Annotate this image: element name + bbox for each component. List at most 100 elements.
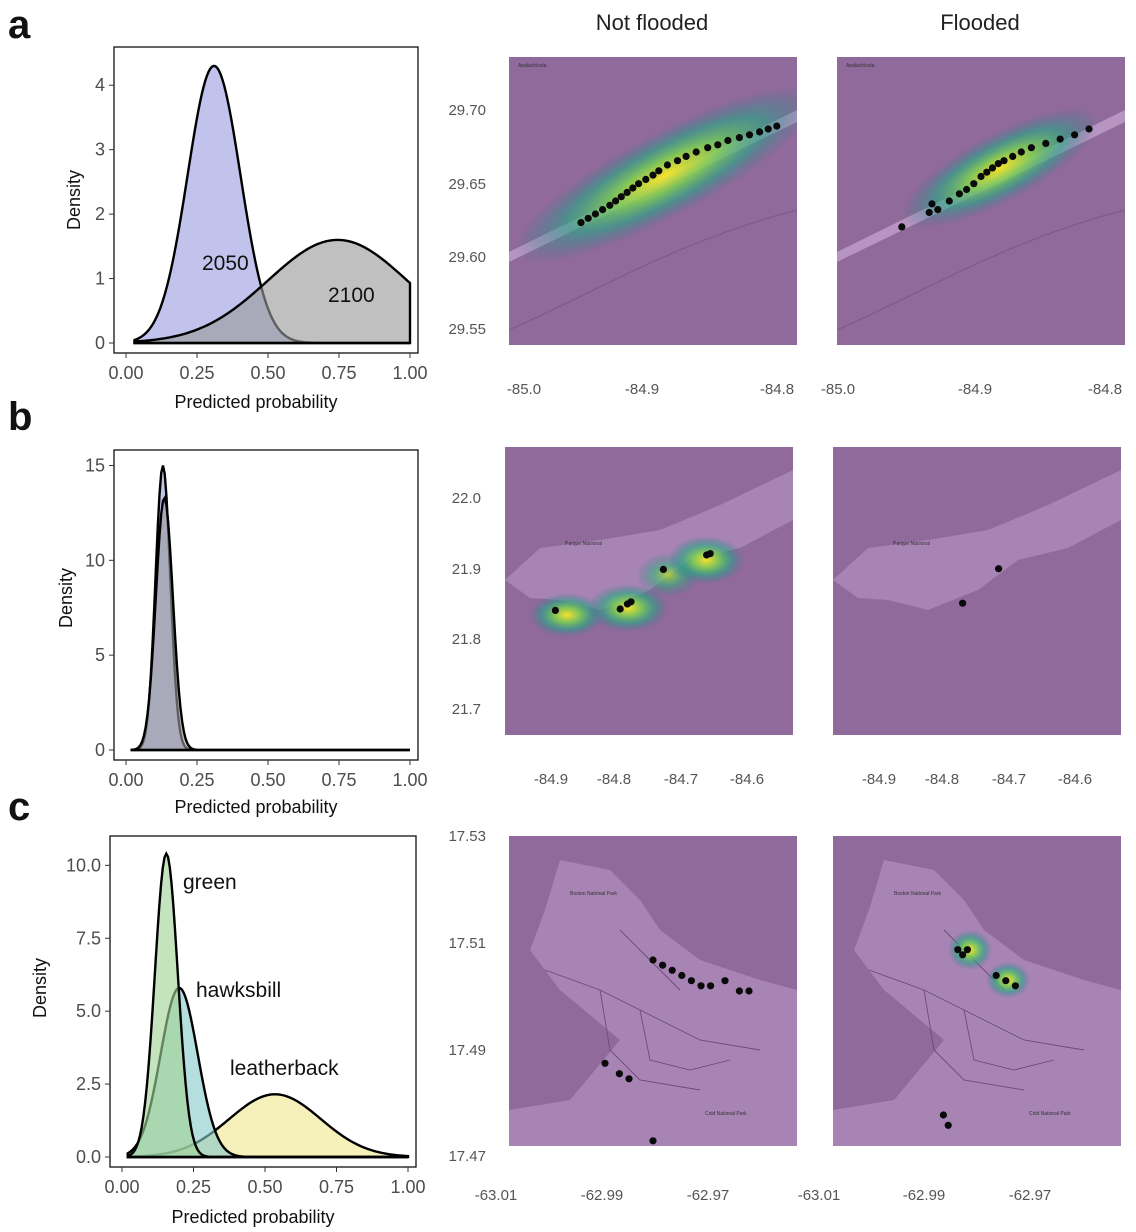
- y-tick-label: 4: [95, 75, 105, 95]
- map-point: [551, 606, 560, 615]
- map-point: [992, 971, 1000, 980]
- map-point: [704, 144, 712, 152]
- y-tick-label: 0: [95, 333, 105, 353]
- panel-letter-b: b: [8, 395, 32, 439]
- series-label-green: green: [183, 871, 237, 894]
- map-point: [584, 214, 592, 222]
- density-curve-b-1: [130, 494, 410, 752]
- y-tick-label: 15: [85, 455, 105, 475]
- series-label-2050: 2050: [202, 252, 249, 275]
- x-tick-label: 0.25: [179, 363, 214, 383]
- map-y-tick-label: 29.70: [448, 102, 486, 119]
- map-point: [1071, 131, 1079, 139]
- map-point: [1042, 139, 1050, 147]
- y-tick-label: 5: [95, 645, 105, 665]
- map-x-tick-label: -62.97: [1009, 1187, 1052, 1204]
- map-point: [988, 164, 997, 172]
- map-point: [724, 136, 732, 145]
- map-x-tick-label: -84.8: [1088, 381, 1122, 398]
- x-tick-label: 0.00: [108, 770, 143, 790]
- map-point: [928, 200, 936, 208]
- series-label-hawksbill: hawksbill: [196, 979, 281, 1002]
- map-x-tick-label: -84.8: [925, 771, 959, 788]
- x-tick-label: 0.00: [108, 363, 143, 383]
- map-point: [635, 180, 643, 188]
- svg-text:Apalachicola: Apalachicola: [518, 63, 547, 69]
- map-point: [706, 550, 714, 558]
- map-y-tick-label: 17.49: [448, 1042, 486, 1059]
- map-point: [687, 977, 696, 985]
- map-point: [649, 956, 657, 964]
- x-tick-label: 0.50: [250, 363, 285, 383]
- y-tick-label: 7.5: [76, 928, 101, 948]
- x-tick-label: 0.00: [104, 1177, 139, 1197]
- y-axis-label: Density: [64, 170, 84, 230]
- map-point: [963, 946, 972, 954]
- map-point: [1000, 157, 1008, 165]
- y-tick-label: 10: [85, 550, 105, 570]
- map-point: [697, 982, 705, 990]
- map-point: [735, 987, 744, 995]
- map-x-tick-label: -62.99: [581, 1187, 624, 1204]
- map-point: [599, 206, 607, 214]
- svg-text:Parque Nacional: Parque Nacional: [893, 541, 930, 547]
- map-point: [617, 193, 625, 201]
- map-point: [963, 185, 971, 194]
- column-title-not-flooded: Not flooded: [596, 10, 709, 35]
- map-point: [745, 987, 753, 995]
- map-point: [668, 966, 676, 974]
- map-y-tick-label: 29.55: [448, 321, 486, 338]
- map-x-tick-label: -84.9: [958, 381, 992, 398]
- map-point: [649, 1137, 657, 1145]
- map-y-tick-label: 21.8: [452, 631, 481, 648]
- map-point: [659, 565, 668, 574]
- map-point: [735, 134, 744, 142]
- map-point: [601, 1059, 609, 1067]
- map-point: [655, 167, 663, 175]
- map-b-not-flooded: Parque Nacional: [505, 447, 793, 735]
- map-point: [625, 1075, 633, 1083]
- map-point: [616, 605, 624, 613]
- map-c-not-flooded: Boston National Park Cold National Park: [509, 836, 797, 1146]
- map-x-tick-label: -85.0: [507, 381, 541, 398]
- map-point: [925, 208, 933, 217]
- map-y-tick-label: 17.47: [448, 1148, 486, 1165]
- svg-text:Boston National Park: Boston National Park: [570, 891, 617, 897]
- map-point: [659, 961, 667, 969]
- map-point: [898, 223, 906, 231]
- map-point: [939, 1111, 948, 1119]
- map-point: [714, 141, 722, 149]
- plot-frame-a: [113, 46, 419, 354]
- map-point: [1002, 977, 1010, 985]
- map-point: [954, 946, 962, 954]
- density-plot-b: 0.00 0.25 0.50 0.75 1.00 0 5 10 15 Predicted prob…: [56, 449, 428, 817]
- map-point: [642, 175, 650, 183]
- map-point: [970, 180, 978, 188]
- map-point: [977, 172, 985, 181]
- y-tick-label: 2: [95, 204, 105, 224]
- plot-frame-c: [109, 835, 417, 1168]
- map-point: [721, 977, 729, 985]
- map-point: [994, 160, 1002, 168]
- panel-letter-c: c: [8, 785, 30, 829]
- map-x-tick-label: -84.9: [862, 771, 896, 788]
- map-point: [1011, 982, 1020, 990]
- map-y-tick-label: 17.51: [448, 935, 486, 952]
- map-point: [623, 188, 631, 196]
- map-point: [629, 184, 637, 192]
- map-point: [612, 197, 620, 205]
- map-point: [1027, 144, 1035, 152]
- map-point: [682, 152, 690, 160]
- y-tick-label: 0.0: [76, 1147, 101, 1167]
- map-x-tick-label: -63.01: [475, 1187, 518, 1204]
- y-tick-label: 2.5: [76, 1074, 101, 1094]
- x-tick-label: 0.50: [250, 770, 285, 790]
- map-point: [773, 122, 781, 130]
- svg-text:Boston National Park: Boston National Park: [894, 891, 941, 897]
- map-point: [673, 157, 682, 165]
- map-point: [692, 148, 700, 156]
- map-y-tick-label: 17.53: [448, 828, 486, 845]
- map-x-tick-label: -84.7: [992, 771, 1026, 788]
- x-tick-label: 0.50: [247, 1177, 282, 1197]
- map-y-tick-label: 21.9: [452, 561, 481, 578]
